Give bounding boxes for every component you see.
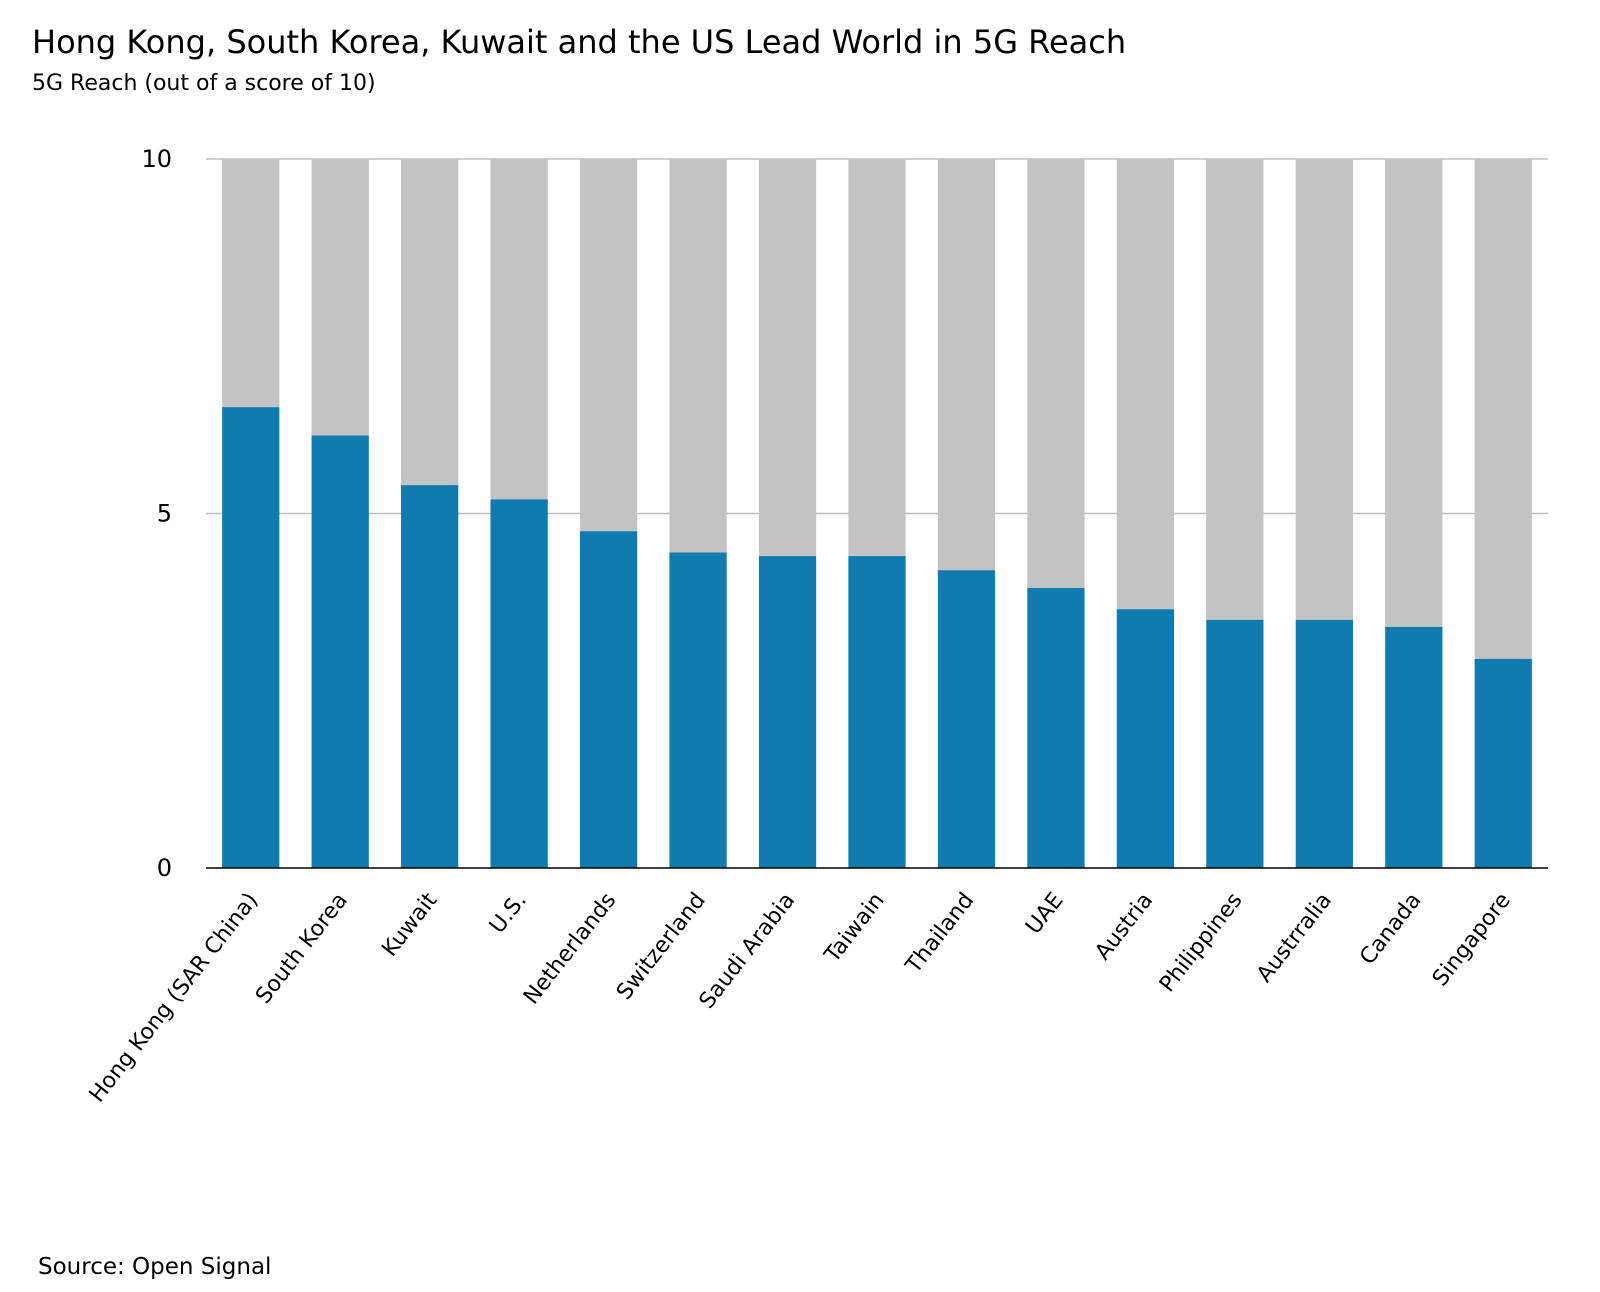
remainder-bar — [579, 159, 638, 532]
remainder-bar — [311, 159, 369, 436]
remainder-bar — [490, 159, 548, 500]
remainder-bar — [937, 159, 996, 571]
remainder-bar — [758, 159, 817, 557]
x-tick-label: Singapore — [1428, 888, 1516, 991]
value-bar — [1474, 658, 1532, 868]
value-bar — [669, 552, 727, 868]
x-tick-label: Switzerland — [612, 888, 711, 1005]
x-tick-label: Philippines — [1155, 888, 1248, 997]
x-tick-label: Canada — [1355, 888, 1426, 969]
remainder-bar — [848, 159, 906, 557]
x-tick-label: Taiwain — [820, 888, 890, 968]
value-bar — [1116, 609, 1175, 868]
y-tick-label: 0 — [157, 854, 172, 882]
value-bar — [1385, 626, 1443, 868]
x-tick-label: U.S. — [485, 888, 532, 938]
value-bar — [848, 556, 906, 868]
x-tick-label: UAE — [1021, 888, 1068, 939]
remainder-bar — [1385, 159, 1443, 627]
chart-title: Hong Kong, South Korea, Kuwait and the U… — [32, 23, 1127, 61]
y-axis-ticks: 0 5 10 — [141, 145, 172, 882]
remainder-bar — [1295, 159, 1353, 620]
x-tick-label: Austrralia — [1252, 888, 1337, 987]
x-tick-label: South Korea — [251, 888, 353, 1008]
value-bar — [401, 485, 459, 868]
remainder-bar — [1027, 159, 1085, 588]
remainder-bar — [1206, 159, 1264, 620]
value-bar — [311, 435, 369, 868]
bar-chart: 0 5 10 Hong Kong (SAR China)South Korea Kuw… — [85, 145, 1548, 1107]
remainder-bar — [1474, 159, 1532, 659]
x-tick-label: Saudi Arabia — [695, 888, 801, 1013]
bars — [222, 159, 1532, 868]
source-note: Source: Open Signal — [38, 1254, 272, 1280]
value-bar — [758, 556, 817, 868]
value-bar — [222, 407, 280, 868]
x-axis-labels: Hong Kong (SAR China)South Korea Kuwait U.… — [85, 888, 1516, 1107]
x-tick-label: Thailand — [901, 888, 979, 979]
value-bar — [1027, 587, 1085, 868]
value-bar — [937, 570, 996, 868]
value-bar — [490, 499, 548, 868]
x-tick-label: Austria — [1091, 888, 1159, 965]
value-bar — [579, 531, 638, 868]
value-bar — [1206, 619, 1264, 868]
remainder-bar — [222, 159, 280, 408]
x-tick-label: Hong Kong (SAR China) — [85, 888, 264, 1107]
y-tick-label: 5 — [157, 500, 172, 528]
remainder-bar — [1116, 159, 1175, 610]
x-tick-label: Netherlands — [519, 888, 621, 1009]
remainder-bar — [669, 159, 727, 553]
y-tick-label: 10 — [141, 145, 172, 173]
remainder-bar — [401, 159, 459, 486]
chart-subtitle: 5G Reach (out of a score of 10) — [32, 71, 376, 96]
x-tick-label: Kuwait — [377, 888, 442, 962]
value-bar — [1295, 619, 1353, 868]
